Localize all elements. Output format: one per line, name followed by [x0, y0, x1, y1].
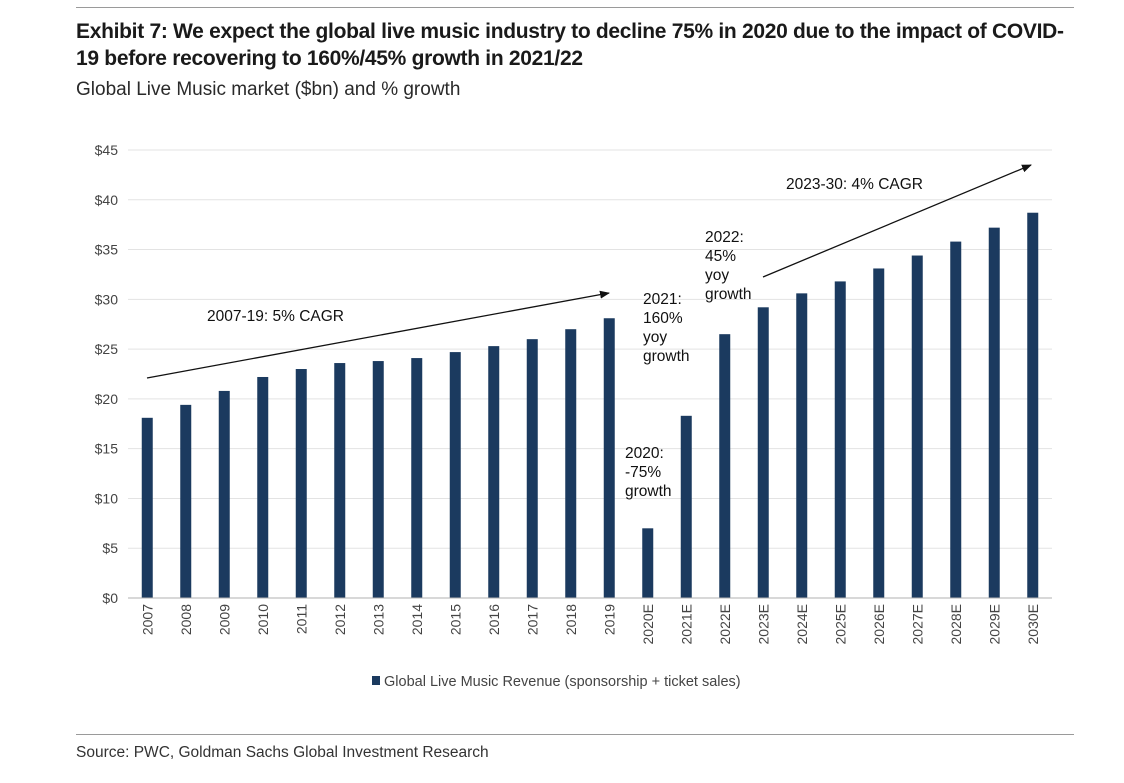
bar-2011: [295, 369, 307, 598]
annotation-line: 2023-30: 4% CAGR: [786, 176, 923, 193]
bar-2016: [488, 346, 500, 598]
bar-2013: [372, 361, 384, 598]
annotations: 2007-19: 5% CAGR 2020: -75% growth 2021: 160%…: [146, 164, 1032, 500]
bars: [141, 212, 1039, 599]
bar-2029e: [988, 227, 1000, 599]
x-tick-label: 2016: [486, 604, 502, 635]
bar-2012: [334, 363, 346, 598]
bar-2026e: [873, 268, 885, 598]
y-tick-label: $35: [95, 242, 119, 258]
chart-title: Exhibit 7: We expect the global live mus…: [76, 20, 1064, 70]
bar-2028e: [950, 241, 962, 598]
trend-arrow-2007-19: [146, 290, 610, 379]
bottom-rule: [76, 734, 1074, 735]
bar-2009: [218, 390, 230, 598]
y-axis: $0 $5 $10 $15 $20 $25 $30 $35 $40 $45: [95, 142, 119, 606]
trend-arrow-2023-30: [762, 164, 1032, 278]
annotation-growth-2021: 2021: 160% yoy growth: [643, 291, 690, 365]
x-tick-label: 2020E: [640, 604, 656, 644]
bar-2019: [603, 318, 615, 598]
x-tick-label: 2027E: [909, 604, 925, 644]
x-tick-label: 2013: [370, 604, 386, 635]
bar-2024e: [796, 293, 808, 598]
y-tick-label: $15: [95, 441, 119, 457]
bar-2010: [257, 376, 269, 598]
x-tick-label: 2025E: [832, 604, 848, 644]
bar-2027e: [911, 255, 923, 599]
x-tick-label: 2026E: [871, 604, 887, 644]
x-tick-label: 2011: [293, 604, 309, 634]
annotation-line: 2022:: [705, 229, 744, 246]
chart-subtitle: Global Live Music market ($bn) and % gro…: [76, 79, 461, 100]
x-tick-label: 2014: [409, 604, 425, 635]
y-tick-label: $45: [95, 142, 119, 158]
annotation-line: growth: [705, 286, 752, 303]
y-tick-label: $40: [95, 192, 119, 208]
bar-2008: [180, 404, 192, 598]
legend-swatch: [372, 676, 380, 685]
bar-2017: [526, 339, 538, 598]
bar-2022e: [719, 334, 731, 598]
x-tick-label: 2010: [255, 604, 271, 635]
bar-2025e: [834, 281, 846, 598]
y-tick-label: $0: [102, 590, 118, 606]
legend-label: Global Live Music Revenue (sponsorship +…: [384, 674, 741, 690]
x-tick-label: 2024E: [794, 604, 810, 644]
x-tick-label: 2015: [447, 604, 463, 635]
annotation-line: growth: [625, 483, 672, 500]
y-tick-label: $5: [102, 540, 118, 556]
annotation-cagr-07-19: 2007-19: 5% CAGR: [207, 308, 344, 325]
annotation-line: -75%: [625, 464, 661, 481]
x-tick-label: 2012: [332, 604, 348, 635]
top-rule: [76, 7, 1074, 8]
annotation-cagr-23-30: 2023-30: 4% CAGR: [786, 176, 923, 193]
x-tick-label: 2029E: [986, 604, 1002, 644]
x-tick-label: 2017: [524, 604, 540, 635]
annotation-line: 160%: [643, 310, 683, 327]
x-tick-label: 2007: [139, 604, 155, 635]
annotation-line: 2007-19: 5% CAGR: [207, 308, 344, 325]
annotation-line: yoy: [643, 329, 667, 346]
x-axis: 2007 2008 2009 2010 2011 2012 2013 2014 2015 2016…: [128, 597, 1052, 644]
x-tick-label: 2022E: [717, 604, 733, 644]
gridlines: [128, 149, 1052, 549]
annotation-decline-2020: 2020: -75% growth: [625, 445, 672, 500]
bar-2021e: [680, 415, 692, 598]
x-tick-label: 2023E: [755, 604, 771, 644]
bar-2030e: [1027, 212, 1039, 598]
annotation-line: yoy: [705, 267, 729, 284]
x-tick-label: 2030E: [1025, 604, 1041, 644]
bar-2007: [141, 417, 153, 598]
bar-2014: [411, 358, 423, 598]
y-tick-label: $10: [95, 490, 119, 506]
bar-2018: [565, 329, 577, 598]
bar-2020e: [642, 528, 654, 598]
x-tick-label: 2018: [563, 604, 579, 635]
annotation-growth-2022: 2022: 45% yoy growth: [705, 229, 752, 303]
y-tick-label: $25: [95, 341, 119, 357]
bar-2023e: [757, 307, 769, 598]
bar-chart: $0$5$10$15$20$25$30$35$40$45 2007 2008 200…: [95, 142, 1052, 690]
y-tick-label: $30: [95, 291, 119, 307]
annotation-line: growth: [643, 348, 690, 365]
y-tick-label: $20: [95, 391, 119, 407]
annotation-line: 45%: [705, 248, 736, 265]
x-tick-label: 2028E: [948, 604, 964, 644]
bar-2015: [449, 352, 461, 598]
legend: Global Live Music Revenue (sponsorship +…: [372, 674, 741, 690]
annotation-line: 2020:: [625, 445, 664, 462]
x-tick-label: 2021E: [678, 604, 694, 644]
annotation-line: 2021:: [643, 291, 682, 308]
x-tick-label: 2008: [178, 604, 194, 635]
x-tick-label: 2009: [216, 604, 232, 635]
source-note: Source: PWC, Goldman Sachs Global Invest…: [76, 744, 489, 761]
x-tick-label: 2019: [601, 604, 617, 635]
